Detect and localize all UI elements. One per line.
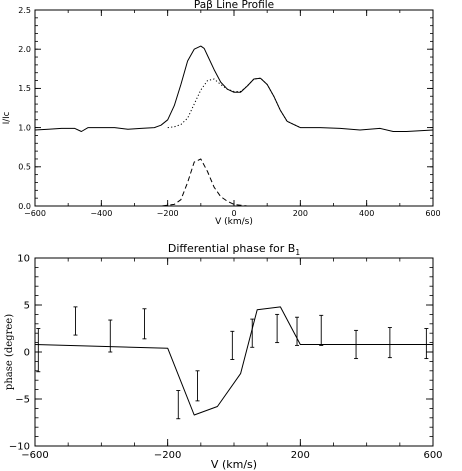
differential-phase-panel: Differential phase for B1 V (km/s) phase… [4,242,443,471]
differential-phase-ylabel: phase (degree) [4,314,15,390]
differential-phase-title-subscript: 1 [295,248,300,257]
x-tick-label: 600 [423,450,442,461]
x-tick-label: −200 [154,450,181,461]
differential-phase-errorbars [36,306,429,420]
differential-phase-series [34,306,433,416]
line-profile-xlabel: V (km/s) [215,217,253,227]
series-line-dashed [154,158,248,207]
y-tick-label: 0 [24,348,30,359]
line-profile-series [34,45,434,207]
line-profile-x-ticks: −600 −400 −200 0 200 400 600 [24,10,441,218]
y-tick-label: 0.5 [18,163,31,172]
x-tick-label: −200 [157,209,179,218]
differential-phase-xlabel: V (km/s) [211,458,257,471]
differential-phase-title-text: Differential phase for B [168,242,295,255]
differential-phase-y-ticks: −10 −5 0 5 10 [9,254,433,453]
x-tick-label: −400 [90,209,112,218]
differential-phase-frame [34,257,434,447]
line-profile-frame [34,9,434,207]
line-profile-panel: Paβ Line Profile V (km/s) I/Ic −600 −400−… [2,0,441,227]
x-tick-label: 600 [425,209,440,218]
line-profile-title: Paβ Line Profile [194,0,274,11]
x-tick-label: 200 [293,209,308,218]
x-tick-label: 400 [359,209,374,218]
differential-phase-title: Differential phase for B1 [168,242,300,257]
x-tick-label: 200 [291,450,310,461]
y-tick-label: 1.5 [18,84,31,93]
line-profile-ylabel: I/Ic [2,111,12,124]
y-tick-label: −5 [15,395,30,406]
y-tick-label: 0.0 [18,202,31,211]
y-tick-label: 2.5 [18,6,31,15]
line-profile-y-ticks: 0.0 0.5 1.0 1.5 2.0 2.5 [18,6,433,211]
x-tick-label: −600 [24,209,46,218]
x-tick-label: 0 [231,209,236,218]
series-line-solid [34,306,433,416]
y-tick-label: 10 [17,254,30,265]
y-tick-label: −10 [9,442,30,453]
y-tick-label: 5 [24,301,30,312]
differential-phase-x-ticks: −600 −200 200 600 [21,258,443,461]
y-tick-label: 2.0 [18,45,31,54]
x-tick-label: −600 [21,450,48,461]
series-line-solid [34,45,434,132]
series-line-dotted [167,77,301,129]
y-tick-label: 1.0 [18,123,31,132]
